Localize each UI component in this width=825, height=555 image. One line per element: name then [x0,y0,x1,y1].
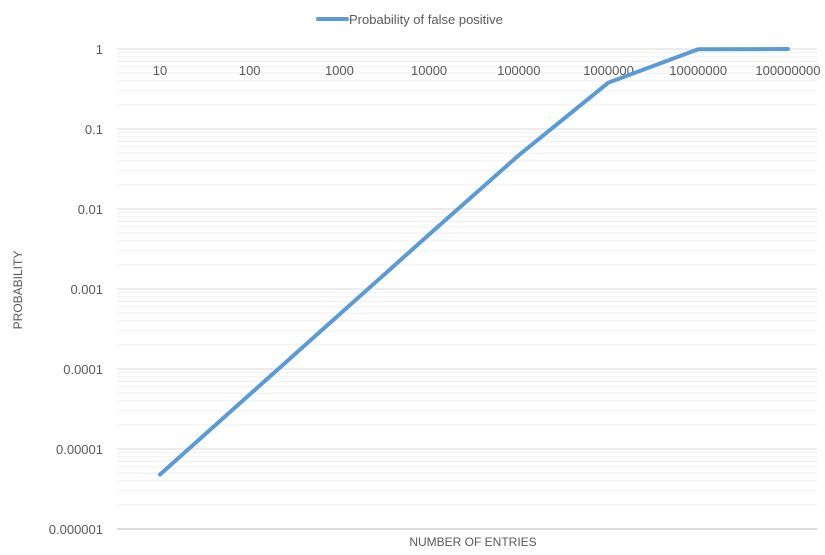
y-tick-label: 0.1 [85,122,103,137]
legend-label: Probability of false positive [349,12,503,27]
y-tick-label: 0.00001 [56,442,103,457]
y-tick-label: 0.001 [70,282,103,297]
y-tick-label: 0.01 [78,202,103,217]
x-axis-tick-labels: 10 100 1000 10000 100000 1000000 10000000 10000… [153,63,821,78]
minor-gridlines [117,52,817,506]
major-gridlines [117,48,817,530]
x-axis-title: NUMBER OF ENTRIES [409,535,536,549]
y-tick-label: 0.0001 [63,362,103,377]
legend: Probability of false positive [316,12,503,27]
x-tick-label: 100000 [497,63,540,78]
y-axis-tick-labels: 1 0.1 0.01 0.001 0.0001 0.00001 0.000001 [49,42,103,537]
x-tick-label: 100000000 [755,63,820,78]
series-line [158,47,790,477]
x-tick-label: 1000000 [583,63,634,78]
y-axis-title: PROBABILITY [11,251,25,330]
x-tick-label: 100 [239,63,261,78]
x-tick-label: 1000 [325,63,354,78]
x-tick-label: 10000000 [669,63,727,78]
x-tick-label: 10000 [411,63,447,78]
y-tick-label: 0.000001 [49,522,103,537]
y-tick-label: 1 [96,42,103,57]
x-tick-label: 10 [153,63,167,78]
series-layer [158,47,790,477]
